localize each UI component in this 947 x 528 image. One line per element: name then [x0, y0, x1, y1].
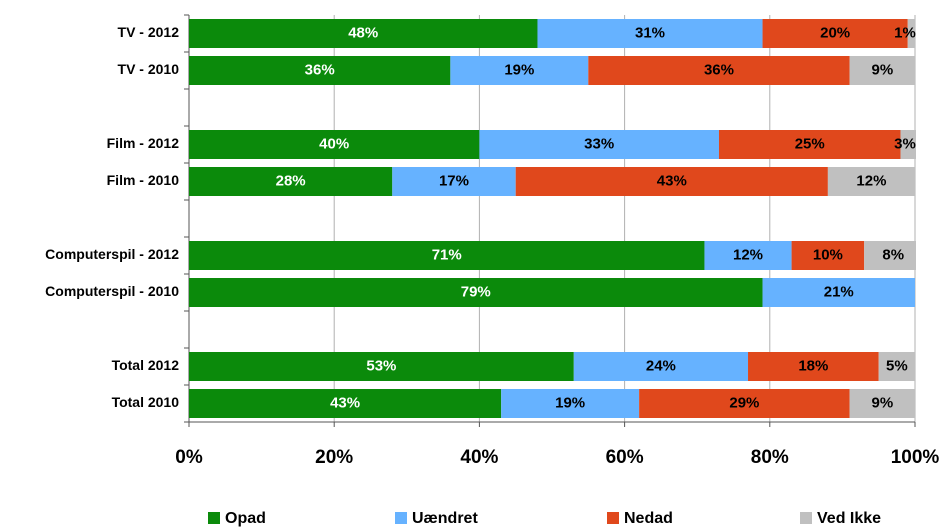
bar-segment [515, 167, 828, 196]
y-tick-label: Total 2010 [112, 394, 180, 410]
value-label: 1% [894, 24, 916, 41]
value-label: 12% [856, 172, 886, 189]
legend-swatch [395, 512, 407, 524]
bar-segment [849, 389, 915, 418]
bar-segment [762, 278, 915, 307]
y-tick-label: Film - 2010 [107, 172, 180, 188]
bar-segment [537, 19, 763, 48]
value-label: 12% [733, 246, 763, 263]
y-tick-label: TV - 2010 [118, 61, 180, 77]
y-tick-label: TV - 2012 [118, 24, 180, 40]
value-label: 40% [319, 135, 349, 152]
value-label: 21% [824, 283, 854, 300]
value-label: 3% [894, 135, 916, 152]
value-label: 71% [432, 246, 462, 263]
value-label: 25% [795, 135, 825, 152]
bar-segment [189, 19, 538, 48]
value-label: 43% [657, 172, 687, 189]
value-label: 31% [635, 24, 665, 41]
bar-segment [189, 130, 480, 159]
value-label: 8% [882, 246, 904, 263]
bar-segment [450, 56, 589, 85]
value-label: 79% [461, 283, 491, 300]
y-tick-label: Computerspil - 2012 [45, 246, 179, 262]
bar-segment [791, 241, 865, 270]
bar-segment [189, 352, 574, 381]
value-label: 10% [813, 246, 843, 263]
bar-segment [189, 167, 393, 196]
bar-segment [762, 19, 908, 48]
value-label: 20% [820, 24, 850, 41]
value-label: 28% [276, 172, 306, 189]
value-label: 33% [584, 135, 614, 152]
x-tick-label: 40% [460, 447, 498, 468]
value-label: 19% [504, 61, 534, 78]
bar-segment [748, 352, 879, 381]
value-label: 29% [729, 394, 759, 411]
bar-segment [718, 130, 901, 159]
bar-segment [189, 278, 763, 307]
legend-swatch [800, 512, 812, 524]
bar-segment [639, 389, 850, 418]
x-tick-label: 100% [891, 447, 940, 468]
x-tick-label: 0% [175, 447, 203, 468]
legend-label: Nedad [624, 510, 673, 527]
y-tick-label: Total 2012 [112, 357, 180, 373]
bar-segment [900, 130, 916, 159]
bar-segment [827, 167, 915, 196]
value-label: 48% [348, 24, 378, 41]
bar-segment [704, 241, 792, 270]
bar-segment [864, 241, 916, 270]
value-label: 9% [871, 61, 893, 78]
bar-segment [479, 130, 719, 159]
x-tick-label: 20% [315, 447, 353, 468]
y-tick-label: Film - 2012 [107, 135, 180, 151]
bar-segment [573, 352, 749, 381]
bar-segment [878, 352, 915, 381]
x-tick-label: 80% [751, 447, 789, 468]
value-label: 19% [555, 394, 585, 411]
bars [189, 19, 916, 418]
value-label: 36% [305, 61, 335, 78]
value-label: 24% [646, 357, 676, 374]
value-label: 36% [704, 61, 734, 78]
value-label: 17% [439, 172, 469, 189]
bar-segment [588, 56, 850, 85]
legend-label: Opad [225, 510, 266, 527]
value-label: 53% [366, 357, 396, 374]
bar-segment [849, 56, 915, 85]
value-label: 18% [798, 357, 828, 374]
value-label: 43% [330, 394, 360, 411]
labels: 0% 20% 40% 60% 80% 100% TV - 2012 48% 31% 20% 1% TV… [45, 24, 939, 527]
x-tick-label: 60% [606, 447, 644, 468]
value-label: 9% [871, 394, 893, 411]
legend-label: Ved Ikke [817, 510, 881, 527]
bar-segment [392, 167, 516, 196]
bar-segment [907, 19, 915, 48]
legend-swatch [208, 512, 220, 524]
legend-label: Uændret [412, 510, 478, 527]
bar-segment [189, 389, 502, 418]
bar-segment [189, 56, 451, 85]
value-label: 5% [886, 357, 908, 374]
bar-segment [501, 389, 640, 418]
bar-segment [189, 241, 705, 270]
y-tick-label: Computerspil - 2010 [45, 283, 179, 299]
legend-swatch [607, 512, 619, 524]
